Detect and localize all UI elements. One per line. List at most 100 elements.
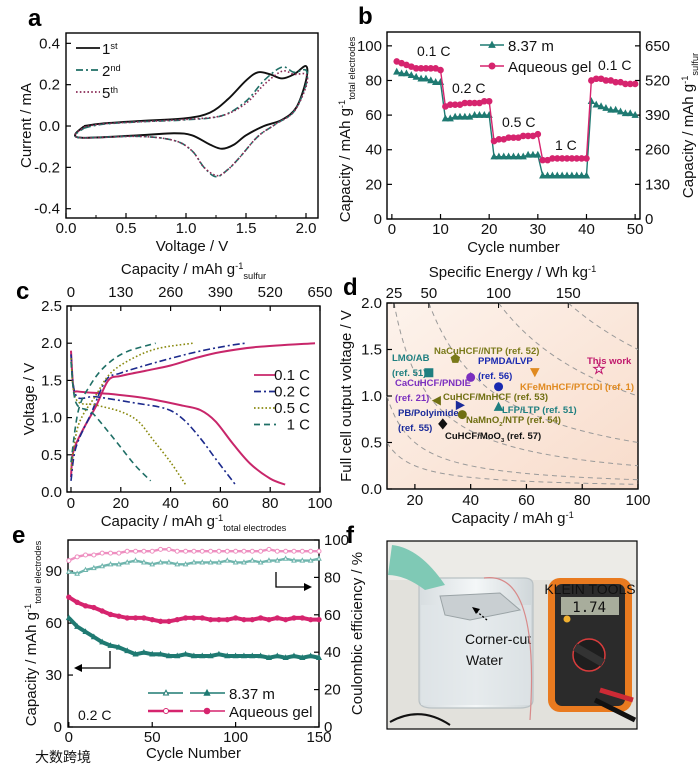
panel-b-x-axis-title: Cycle number bbox=[467, 239, 560, 256]
panel-e-y-right-tick-label: 40 bbox=[324, 644, 341, 661]
panel-d-point-label: LFP/LTP (ref. 51) bbox=[502, 405, 577, 416]
panel-d-data-point bbox=[455, 400, 465, 411]
panel-e-y-axis-title-main: Capacity / mAh g bbox=[23, 612, 40, 726]
panel-b-rate-annotation: 0.5 C bbox=[502, 114, 535, 130]
panel-e-legend-capacity-marker bbox=[203, 688, 211, 696]
panel-e-capacity-point bbox=[124, 615, 130, 621]
panel-b-y-right-tick-label: 260 bbox=[645, 142, 670, 159]
panel-e-y-axis-title-sup: -1 bbox=[23, 604, 33, 612]
panel-e-capacity-point bbox=[132, 650, 139, 657]
panel-e-capacity-point bbox=[132, 615, 139, 621]
panel-b-data-point bbox=[519, 152, 527, 160]
panel-e-capacity-point bbox=[140, 649, 147, 655]
panel-e-capacity-point bbox=[65, 614, 72, 621]
panel-e-capacity-point bbox=[191, 615, 197, 621]
panel-e-x-tick-label: 150 bbox=[306, 729, 331, 746]
panel-e-capacity-point bbox=[141, 615, 147, 621]
panel-b-y-axis-title-main: Capacity / mAh g bbox=[337, 108, 354, 222]
panel-b-y-right-axis-title: Capacity / mAh g-1sulfur bbox=[680, 53, 700, 198]
panel-e-ce-point bbox=[91, 552, 97, 558]
panel-e-ce-point bbox=[66, 558, 72, 564]
panel-b-data-point bbox=[558, 171, 566, 179]
panel-b-data-point bbox=[490, 152, 498, 160]
panel-e-ce-point bbox=[141, 559, 147, 565]
panel-d-x-axis-title: Capacity / mAh g-1 bbox=[451, 510, 574, 527]
panel-e-capacity-point bbox=[224, 616, 230, 623]
panel-b-x-tick-label: 10 bbox=[432, 221, 449, 238]
panel-e-right-arrowhead bbox=[304, 583, 312, 591]
panel-d-point-label: CuHCF/MoO3 (ref. 57) bbox=[445, 431, 541, 444]
panel-b-data-point bbox=[514, 152, 522, 160]
panel-b-data-point bbox=[495, 152, 503, 160]
panel-d-data-point bbox=[438, 418, 448, 430]
panel-b-y-right-axis-title-main: Capacity / mAh g bbox=[680, 84, 697, 198]
panel-d-data-point bbox=[493, 401, 504, 411]
panel-d-point-label-sub: 2 bbox=[499, 422, 503, 428]
panel-b-y-tick-label: 40 bbox=[365, 142, 382, 159]
panel-e-legend-ce-marker bbox=[163, 708, 169, 714]
panel-a-legend-label-main: 5 bbox=[102, 85, 110, 102]
panel-b-data-point bbox=[441, 114, 450, 122]
panel-d-point-label: NaCuHCF//NTP (ref. 52) bbox=[434, 346, 539, 357]
panel-e-ce-point bbox=[182, 561, 189, 567]
panel-e-legend-label: Aqueous gel bbox=[229, 704, 312, 721]
panel-d-point-ref: (ref. 55) bbox=[398, 423, 432, 434]
panel-e-y-axis-title-sub: total electrodes bbox=[33, 540, 43, 603]
panel-e-capacity-point bbox=[149, 616, 155, 623]
panel-e-ce-point bbox=[274, 557, 281, 563]
panel-b-y-right-axis-title-sup: -1 bbox=[680, 76, 690, 84]
panel-e-ce-point bbox=[116, 550, 122, 556]
panel-label-a: a bbox=[28, 5, 42, 32]
panel-c-legend-label: 0.1 C bbox=[274, 367, 310, 384]
watermark-text: 大数跨境 bbox=[35, 749, 91, 765]
panel-e-capacity-point bbox=[174, 616, 180, 623]
panel-e-ce-point bbox=[141, 548, 147, 554]
panel-c-y-axis-title: Voltage / V bbox=[21, 363, 38, 436]
panel-f-photo: Corner-cut Water KLEIN TOOLS 1.74 bbox=[386, 540, 638, 730]
multimeter-brand: KLEIN TOOLS bbox=[544, 581, 635, 597]
panel-b-data-point bbox=[583, 155, 590, 162]
panel-e-y-right-tick-label: 100 bbox=[324, 532, 349, 549]
panel-d-point-label-main: CuHCF/MoO bbox=[445, 431, 501, 442]
panel-label-b: b bbox=[358, 3, 373, 30]
panel-c-x-tick-label: 20 bbox=[112, 495, 129, 512]
panel-c-y-tick-label: 2.0 bbox=[41, 335, 62, 352]
panel-b-x-tick-label: 40 bbox=[578, 221, 595, 238]
panel-d-y-tick-label: 1.0 bbox=[361, 388, 382, 405]
hold-button[interactable] bbox=[563, 615, 571, 623]
panel-e-ce-point bbox=[99, 550, 105, 556]
panel-a-legend-label: 1st bbox=[102, 41, 118, 58]
panel-e-capacity-point bbox=[257, 652, 264, 659]
panel-e-ce-point bbox=[83, 552, 89, 558]
panel-b-rate-annotation: 0.1 C bbox=[417, 43, 450, 59]
panel-b-data-point bbox=[417, 74, 425, 82]
panel-c-x-axis-title-sub: total electrodes bbox=[223, 523, 286, 533]
panel-e-capacity-point bbox=[157, 650, 164, 657]
panel-c-x-tick-label: 60 bbox=[212, 495, 229, 512]
red-probe bbox=[599, 687, 634, 703]
panel-e-capacity-point bbox=[290, 652, 298, 659]
panel-c-x-axis-title-sup: -1 bbox=[215, 513, 223, 523]
panel-c-y-tick-label: 2.5 bbox=[41, 298, 62, 315]
panel-e-capacity-point bbox=[174, 652, 181, 659]
panel-b-data-point bbox=[543, 171, 552, 179]
panel-b-data-point bbox=[461, 112, 469, 120]
panel-d-point-ref: (ref. 56) bbox=[478, 371, 512, 382]
panel-b-legend-marker bbox=[488, 62, 496, 70]
panel-c-x-tick-label: 40 bbox=[162, 495, 179, 512]
panel-d-x-tick-label: 20 bbox=[407, 492, 424, 509]
panel-b-data-point bbox=[573, 171, 581, 179]
panel-a-legend-label-main: 2 bbox=[102, 63, 110, 80]
panel-e-capacity-point bbox=[207, 616, 214, 623]
panel-d-point-label: CaCuHCF/PNDIE bbox=[395, 378, 471, 389]
panel-c-x-top-axis-title-sup: -1 bbox=[235, 261, 243, 271]
panel-b-data-point bbox=[534, 130, 542, 138]
panel-d-point-label: This work bbox=[587, 356, 632, 367]
panel-e-left-arrowhead bbox=[74, 664, 82, 672]
panel-e-capacity-point bbox=[274, 652, 281, 659]
multimeter-display bbox=[561, 597, 619, 615]
panel-b-data-point bbox=[437, 66, 444, 74]
panel-d-x-tick-label: 40 bbox=[462, 492, 479, 509]
panel-a-x-tick-label: 1.5 bbox=[236, 220, 257, 237]
panel-label-d: d bbox=[343, 274, 358, 301]
